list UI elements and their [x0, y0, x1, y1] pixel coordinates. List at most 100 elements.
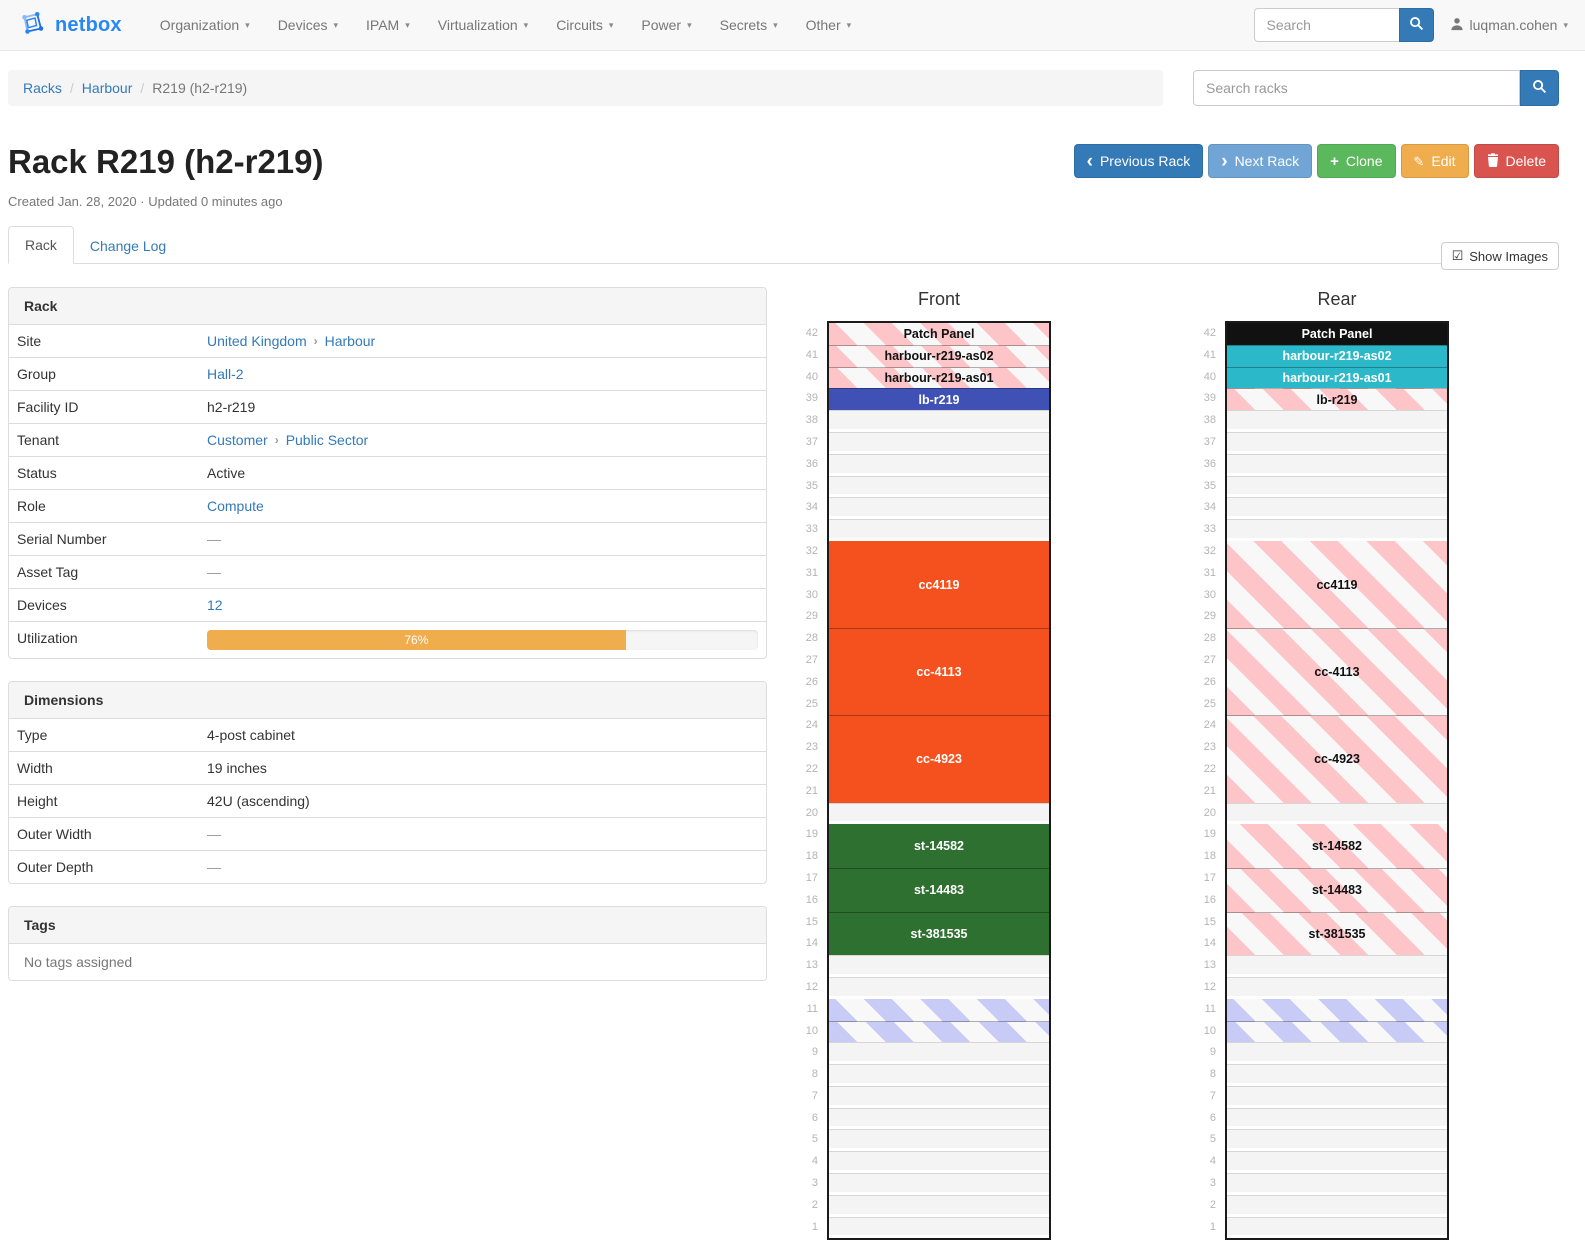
- rack-slot-harbour-r219-as01[interactable]: harbour-r219-as01: [1227, 366, 1447, 389]
- rack-slot-empty-u4[interactable]: [1227, 1151, 1447, 1174]
- value-19-inches: 19 inches: [207, 760, 267, 776]
- rack-search-form: [1193, 70, 1559, 106]
- rack-slot-empty-u3[interactable]: [1227, 1173, 1447, 1195]
- previous-rack-button[interactable]: ‹ Previous Rack: [1073, 144, 1204, 178]
- rack-slot-cc-4113[interactable]: cc-4113: [829, 628, 1049, 716]
- unit-number: 40: [1203, 370, 1216, 383]
- unit-number: 28: [805, 632, 818, 645]
- tab-rack[interactable]: Rack: [8, 226, 74, 264]
- rack-slot-empty-u13[interactable]: [1227, 955, 1447, 977]
- rack-search-input[interactable]: [1193, 70, 1520, 106]
- link-compute[interactable]: Compute: [207, 498, 264, 514]
- rack-row-tenant: Tenant Customer › Public Sector: [9, 423, 766, 456]
- global-search-input[interactable]: [1253, 8, 1399, 42]
- link-hall-2[interactable]: Hall-2: [207, 366, 244, 382]
- rack-search-button[interactable]: [1520, 70, 1559, 106]
- edit-button[interactable]: ✎ Edit: [1400, 144, 1469, 178]
- button-label: Previous Rack: [1099, 153, 1191, 169]
- link-12[interactable]: 12: [207, 597, 223, 613]
- rack-slot-empty-u37[interactable]: [829, 431, 1049, 454]
- page-meta: Created Jan. 28, 2020 · Updated 0 minute…: [8, 194, 283, 209]
- rack-slot-st-381535[interactable]: st-381535: [829, 911, 1049, 956]
- show-images-button[interactable]: ☑ Show Images: [1440, 242, 1559, 270]
- attribute-label: Status: [17, 465, 57, 481]
- rack-slot-empty-u33[interactable]: [829, 519, 1049, 541]
- button-label: Clone: [1345, 153, 1383, 169]
- rack-slot-cc-4923[interactable]: cc-4923: [829, 715, 1049, 803]
- nav-item-secrets[interactable]: Secrets ▾: [706, 2, 792, 48]
- netbox-brand[interactable]: netbox: [13, 9, 132, 42]
- unit-number: 21: [1203, 784, 1216, 797]
- rack-slot-empty-u38[interactable]: [829, 410, 1049, 432]
- attribute-value: United Kingdom › Harbour: [199, 325, 766, 357]
- link-united-kingdom[interactable]: United Kingdom: [207, 333, 307, 349]
- rack-slot-empty-u13[interactable]: [829, 955, 1049, 977]
- nav-item-other[interactable]: Other ▾: [792, 2, 866, 48]
- breadcrumb-item-racks[interactable]: Racks: [23, 80, 62, 96]
- clone-button[interactable]: + Clone: [1317, 144, 1396, 178]
- global-search-button[interactable]: [1398, 8, 1434, 42]
- delete-button[interactable]: Delete: [1473, 144, 1559, 178]
- rack-slot-patch-panel[interactable]: Patch Panel: [1227, 323, 1447, 345]
- rack-slot-empty-u34[interactable]: [829, 497, 1049, 520]
- rack-slot-empty-u6[interactable]: [829, 1107, 1049, 1130]
- next-rack-button[interactable]: › Next Rack: [1208, 144, 1313, 178]
- value-active: Active: [207, 465, 246, 481]
- rack-slot-empty-u8[interactable]: [829, 1064, 1049, 1086]
- rack-slot-st-14582[interactable]: st-14582: [829, 824, 1049, 868]
- rack-slot-empty-u9[interactable]: [1227, 1042, 1447, 1065]
- rack-slot-empty-u5[interactable]: [829, 1129, 1049, 1152]
- rack-slot-empty-u5[interactable]: [1227, 1129, 1447, 1152]
- rack-slot-empty-u36[interactable]: [829, 453, 1049, 476]
- unit-number: 3: [1209, 1177, 1216, 1190]
- rack-slot-empty-u38[interactable]: [1227, 410, 1447, 432]
- breadcrumb-separator: /: [69, 80, 74, 96]
- rack-slot-st-14483[interactable]: st-14483: [829, 867, 1049, 912]
- rack-slot-empty-u36[interactable]: [1227, 453, 1447, 476]
- rack-slot-empty-u35[interactable]: [1227, 475, 1447, 498]
- rack-slot-empty-u7[interactable]: [829, 1085, 1049, 1108]
- rack-slot-empty-u20[interactable]: [1227, 802, 1447, 825]
- nav-item-circuits[interactable]: Circuits ▾: [542, 2, 627, 48]
- unit-number: 30: [1203, 588, 1216, 601]
- link-public-sector[interactable]: Public Sector: [285, 432, 369, 448]
- rack-slot-empty-u12[interactable]: [829, 976, 1049, 999]
- rack-slot-empty-u20[interactable]: [829, 802, 1049, 825]
- unit-number: 33: [1203, 523, 1216, 536]
- rack-slot-empty-u6[interactable]: [1227, 1107, 1447, 1130]
- breadcrumb-item-harbour[interactable]: Harbour: [81, 80, 133, 96]
- link-harbour[interactable]: Harbour: [324, 333, 376, 349]
- device-label: st-14582: [1311, 839, 1363, 854]
- rack-slot-empty-u3[interactable]: [829, 1173, 1049, 1195]
- rack-slot-empty-u2[interactable]: [829, 1194, 1049, 1217]
- rack-slot-lb-r219: lb-r219: [1227, 388, 1447, 411]
- nav-item-power[interactable]: Power ▾: [627, 2, 705, 48]
- rack-slot-empty-u35[interactable]: [829, 475, 1049, 498]
- attribute-label: Tenant: [17, 432, 60, 448]
- rack-slot-lb-r219[interactable]: lb-r219: [829, 388, 1049, 411]
- rack-slot-empty-u9[interactable]: [829, 1042, 1049, 1065]
- unit-number: 31: [1203, 566, 1216, 579]
- rack-slot-empty-u2[interactable]: [1227, 1194, 1447, 1217]
- rack-slot-empty-u8[interactable]: [1227, 1064, 1447, 1086]
- device-label: harbour-r219-as01: [1282, 370, 1392, 385]
- nav-item-devices[interactable]: Devices ▾: [264, 2, 352, 48]
- nav-item-ipam[interactable]: IPAM ▾: [352, 2, 424, 48]
- rack-slot-empty-u37[interactable]: [1227, 431, 1447, 454]
- user-menu[interactable]: luqman.cohen ▾: [1450, 17, 1572, 34]
- rack-slot-empty-u33[interactable]: [1227, 519, 1447, 541]
- rack-slot-empty-u7[interactable]: [1227, 1085, 1447, 1108]
- rack-slot-empty-u1[interactable]: [829, 1216, 1049, 1239]
- nav-item-virtualization[interactable]: Virtualization ▾: [424, 2, 542, 48]
- attribute-value: —: [199, 556, 766, 588]
- link-customer[interactable]: Customer: [207, 432, 268, 448]
- chevron-down-icon: ▾: [608, 19, 614, 30]
- nav-item-organization[interactable]: Organization ▾: [146, 2, 264, 48]
- tab-change-log[interactable]: Change Log: [89, 238, 167, 254]
- rack-slot-cc4119[interactable]: cc4119: [829, 540, 1049, 629]
- rack-slot-empty-u12[interactable]: [1227, 976, 1447, 999]
- rack-slot-empty-u1[interactable]: [1227, 1216, 1447, 1239]
- rack-slot-harbour-r219-as02[interactable]: harbour-r219-as02: [1227, 344, 1447, 367]
- rack-slot-empty-u34[interactable]: [1227, 497, 1447, 520]
- rack-slot-empty-u4[interactable]: [829, 1151, 1049, 1174]
